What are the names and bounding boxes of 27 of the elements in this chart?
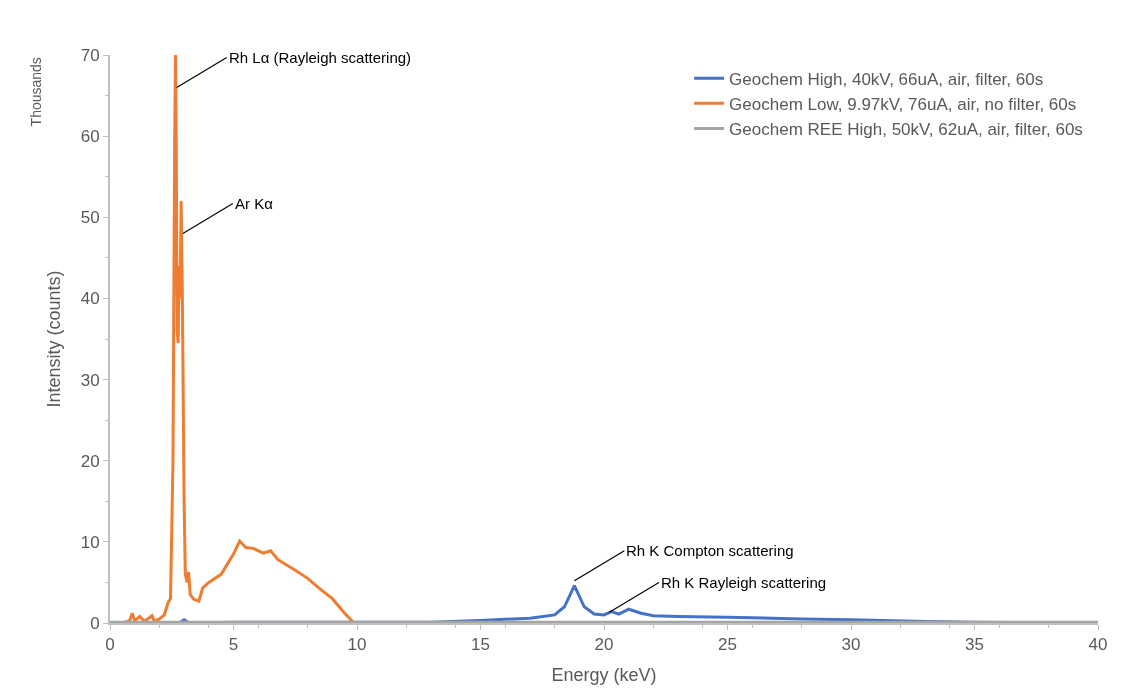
- x-axis-title: Energy (keV): [551, 665, 657, 685]
- x-tick-label: 35: [965, 635, 984, 655]
- x-tick-label: 25: [718, 635, 737, 655]
- y-tick-label: 60: [80, 127, 100, 147]
- annotation: Ar Kα: [235, 195, 274, 212]
- y-tick-label: 50: [80, 208, 100, 228]
- y-tick-label: 0: [90, 613, 100, 633]
- y-axis-title: Intensity (counts): [44, 270, 65, 408]
- x-tick-label: 15: [471, 635, 490, 655]
- annotation: Rh K Compton scattering: [626, 542, 794, 559]
- annotation: Rh K Rayleigh scattering: [661, 574, 827, 591]
- y-tick-label: 30: [80, 370, 100, 390]
- y-tick-label: 10: [80, 532, 100, 552]
- x-tick-label: 30: [841, 635, 861, 655]
- x-tick-label: 10: [347, 635, 367, 655]
- x-tick-label: 40: [1088, 635, 1108, 655]
- y-tick-label: 40: [80, 289, 100, 309]
- x-tick-label: 0: [105, 635, 115, 655]
- legend-label: Geochem High, 40kV, 66uA, air, filter, 60s: [729, 69, 1044, 89]
- legend-label: Geochem REE High, 50kV, 62uA, air, filter, 60s: [729, 120, 1083, 140]
- text: Thousands: [28, 57, 45, 127]
- x-tick-label: 20: [594, 635, 614, 655]
- legend-label: Geochem Low, 9.97kV, 76uA, air, no filter, 60s: [729, 94, 1077, 114]
- annotation: Rh Lα (Rayleigh scattering): [229, 49, 412, 66]
- y-tick-label: 70: [80, 45, 100, 65]
- x-tick-label: 5: [228, 635, 239, 655]
- y-tick-label: 20: [80, 451, 100, 471]
